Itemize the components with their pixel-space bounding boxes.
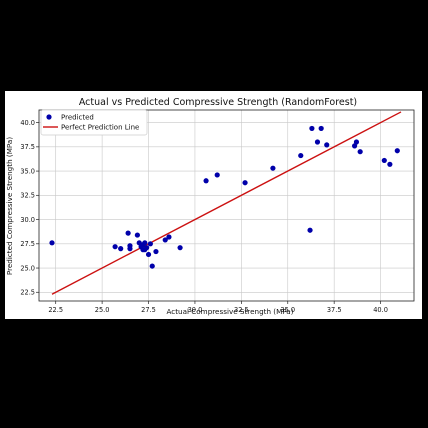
data-point — [242, 180, 248, 186]
x-tick-layer: 22.5 25.0 27.5 30.0 32.5 35.0 37.5 40.0 — [48, 301, 388, 314]
x-tick-label: 27.5 — [141, 306, 156, 314]
y-tick-label: 25.0 — [20, 264, 35, 272]
x-tick-label: 22.5 — [48, 306, 63, 314]
data-point — [381, 157, 387, 164]
y-tick-label: 32.5 — [20, 192, 35, 200]
legend-box — [40, 109, 148, 136]
data-point — [134, 232, 140, 238]
data-point — [324, 142, 330, 148]
data-point — [214, 172, 220, 178]
grid-layer — [39, 110, 414, 301]
plot-frame — [38, 109, 415, 302]
data-point — [49, 240, 55, 246]
legend-predicted-label: Predicted — [61, 114, 94, 122]
y-tick-label: 22.5 — [20, 289, 35, 297]
data-point — [162, 237, 168, 243]
points-layer — [49, 125, 400, 269]
line-layer — [51, 111, 402, 295]
data-point — [153, 248, 159, 255]
data-point — [127, 246, 133, 252]
chart-title: Actual vs Predicted Compressive Strength… — [79, 97, 357, 108]
data-point — [309, 125, 315, 132]
data-point — [177, 245, 183, 251]
y-tick-label: 30.0 — [20, 216, 35, 224]
data-point — [353, 139, 360, 145]
data-point — [394, 148, 400, 154]
data-point — [149, 263, 155, 269]
x-tick-label: 25.0 — [95, 306, 110, 314]
data-point — [307, 227, 313, 233]
x-tick-label: 40.0 — [373, 306, 388, 314]
data-point — [357, 149, 363, 155]
data-point — [314, 139, 321, 145]
data-point — [298, 152, 304, 159]
data-point — [147, 241, 153, 247]
y-tick-label: 40.0 — [20, 119, 35, 127]
chart: Actual vs Predicted Compressive Strength… — [5, 97, 415, 316]
y-tick-label: 27.5 — [20, 240, 35, 248]
data-point — [351, 143, 358, 149]
figure-panel: Actual vs Predicted Compressive Strength… — [5, 91, 422, 319]
x-tick-label: 32.5 — [234, 306, 249, 314]
x-tick-label: 35.0 — [280, 306, 295, 314]
y-axis-label: Predicted Compressive Strength (MPa) — [5, 137, 14, 275]
legend-perfect-line-label: Perfect Prediction Line — [61, 124, 139, 132]
y-tick-layer: 22.5 25.0 27.5 30.0 32.5 35.0 37.5 40.0 — [20, 119, 39, 297]
perfect-prediction-line — [51, 111, 402, 295]
data-point — [166, 234, 172, 240]
legend-predicted-marker — [46, 114, 52, 120]
y-tick-label: 37.5 — [20, 143, 35, 151]
data-point — [112, 244, 118, 250]
data-point — [270, 165, 276, 171]
x-tick-label: 37.5 — [327, 306, 342, 314]
y-tick-label: 35.0 — [20, 167, 35, 175]
data-point — [125, 230, 131, 236]
data-point — [318, 125, 324, 132]
data-point — [142, 240, 148, 246]
data-point — [203, 178, 209, 184]
x-tick-label: 30.0 — [188, 306, 203, 314]
x-axis-label: Actual Compressive Strength (MPa) — [166, 307, 293, 316]
data-point — [387, 161, 393, 167]
data-point — [118, 246, 124, 252]
legend: Predicted Perfect Prediction Line — [40, 109, 148, 136]
data-point — [144, 245, 150, 251]
data-point — [145, 251, 152, 258]
